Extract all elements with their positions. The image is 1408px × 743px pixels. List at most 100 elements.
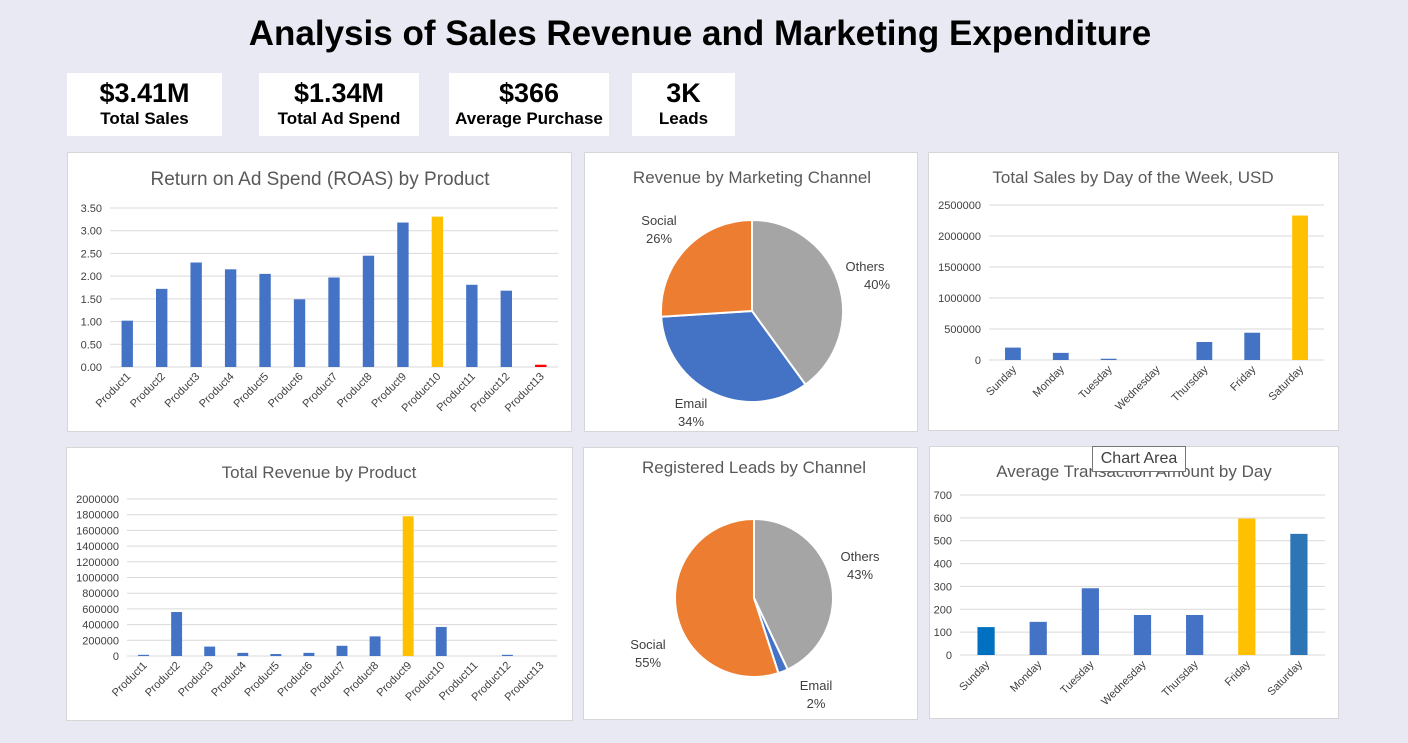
bar-product4	[224, 269, 237, 367]
bar-thursday	[1196, 342, 1213, 360]
y-tick-label: 2.00	[81, 271, 102, 283]
y-tick-label: 300	[934, 581, 952, 593]
x-tick-label: Product3	[163, 371, 203, 411]
bar-product12	[500, 290, 512, 367]
x-tick-label: Product5	[232, 371, 272, 411]
x-tick-label: Product4	[197, 371, 237, 411]
bar-product13	[535, 364, 547, 367]
chart-revenue-by-channel[interactable]: Revenue by Marketing Channel Others 40% Ema…	[584, 152, 918, 432]
bar-product11	[466, 284, 478, 367]
y-tick-label: 2000000	[938, 231, 981, 243]
y-tick-label: 0	[975, 355, 981, 367]
chart-revenue-by-product[interactable]: Total Revenue by Product 0 200000 400000 600…	[66, 447, 573, 721]
slice-label-social: Social	[630, 637, 666, 652]
x-tick-label: Product1	[94, 371, 134, 411]
y-tick-label: 0	[946, 650, 952, 662]
x-tick-label: Product8	[335, 371, 375, 411]
slice-email	[660, 309, 807, 403]
x-tick-label: Sunday	[957, 658, 992, 693]
x-tick-label: Product7	[309, 660, 349, 700]
slice-others	[751, 218, 844, 387]
bar-product7	[336, 645, 348, 656]
y-tick-label: 0.00	[81, 362, 102, 374]
bar-tuesday	[1100, 358, 1117, 360]
bar-friday	[1238, 518, 1256, 655]
bar-sunday	[977, 627, 995, 655]
y-tick-label: 600000	[82, 604, 119, 616]
slice-percent-others: 40%	[864, 277, 890, 292]
bar-product9	[397, 222, 409, 367]
y-tick-label: 1.00	[81, 317, 102, 329]
x-tick-label: Friday	[1223, 658, 1253, 688]
kpi-total-ad-spend: $1.34M Total Ad Spend	[259, 73, 419, 136]
kpi-label: Leads	[658, 109, 709, 128]
y-tick-label: 2500000	[938, 200, 981, 212]
bar-product7	[328, 277, 340, 367]
chart-leads-by-channel[interactable]: Registered Leads by Channel Others 43% Emai…	[583, 447, 918, 720]
y-tick-label: 1800000	[76, 510, 119, 522]
y-tick-label: 1200000	[76, 557, 119, 569]
kpi-value: 3K	[666, 78, 701, 108]
bar-product6	[293, 299, 306, 367]
y-tick-label: 200000	[82, 635, 119, 647]
y-tick-label: 3.00	[81, 226, 102, 238]
chart-title: Registered Leads by Channel	[642, 458, 866, 477]
y-tick-label: 800000	[82, 588, 119, 600]
x-tick-label: Sunday	[984, 363, 1019, 398]
bar-saturday	[1290, 533, 1308, 655]
slice-percent-email: 34%	[678, 414, 704, 429]
kpi-value: $1.34M	[293, 78, 385, 108]
chart-title: Total Sales by Day of the Week, USD	[992, 168, 1273, 187]
x-tick-label: Product7	[301, 371, 341, 411]
y-tick-label: 400000	[82, 620, 119, 632]
y-tick-label: 100	[934, 627, 952, 639]
x-tick-label: Tuesday	[1077, 363, 1115, 401]
y-tick-label: 0	[113, 651, 119, 663]
x-tick-label: Product2	[143, 660, 183, 700]
bar-product8	[362, 255, 375, 367]
x-tick-label: Monday	[1008, 658, 1045, 695]
y-tick-label: 1400000	[76, 541, 119, 553]
x-tick-label: Friday	[1228, 363, 1258, 393]
slice-label-social: Social	[641, 213, 677, 228]
chart-area-tooltip: Chart Area	[1092, 446, 1186, 472]
bar-product8	[369, 636, 381, 656]
slice-label-email: Email	[800, 678, 833, 693]
bar-product3	[190, 262, 202, 367]
bar-product1	[138, 654, 149, 656]
avg-day-chart-svg: Average Transaction Amount by Day0100200…	[934, 462, 1325, 708]
bar-product2	[171, 612, 183, 656]
chart-title: Revenue by Marketing Channel	[633, 168, 871, 187]
slice-others	[753, 517, 834, 671]
y-tick-label: 600	[934, 513, 952, 525]
kpi-label: Total Ad Spend	[277, 109, 401, 128]
chart-sales-by-day[interactable]: Total Sales by Day of the Week, USD 0 5000…	[928, 152, 1339, 431]
y-tick-label: 1000000	[938, 293, 981, 305]
kpi-average-purchase: $366 Average Purchase	[449, 73, 609, 136]
x-tick-label: Product5	[242, 660, 282, 700]
y-tick-label: 3.50	[81, 203, 102, 215]
x-tick-label: Monday	[1031, 363, 1068, 400]
kpi-value: $366	[498, 78, 560, 108]
bar-friday	[1244, 332, 1261, 360]
chart-roas-by-product[interactable]: Return on Ad Spend (ROAS) by Product 0.00…	[67, 152, 572, 432]
kpi-value: $3.41M	[99, 78, 190, 108]
bar-monday	[1052, 352, 1069, 360]
chart-avg-transaction-by-day[interactable]: Average Transaction Amount by Day0100200…	[929, 446, 1339, 719]
y-tick-label: 1.50	[81, 294, 102, 306]
sales-day-chart-svg: Total Sales by Day of the Week, USD 0 5000…	[938, 168, 1324, 413]
bar-product1	[121, 320, 133, 367]
slice-social	[660, 218, 753, 318]
x-tick-label: Product6	[275, 660, 315, 700]
bar-product4	[237, 652, 249, 656]
y-tick-label: 700	[934, 490, 952, 502]
bar-saturday	[1292, 215, 1308, 360]
bar-product10	[435, 626, 447, 656]
y-tick-label: 1500000	[938, 262, 981, 274]
y-tick-label: 1600000	[76, 525, 119, 537]
revenue-channel-pie-svg: Revenue by Marketing Channel Others 40% Ema…	[633, 168, 891, 429]
roas-chart-svg: Return on Ad Spend (ROAS) by Product 0.00…	[81, 169, 558, 415]
x-tick-label: Wednesday	[1099, 658, 1149, 708]
dashboard-title: Analysis of Sales Revenue and Marketing …	[248, 14, 1152, 53]
x-tick-label: Product6	[266, 371, 306, 411]
